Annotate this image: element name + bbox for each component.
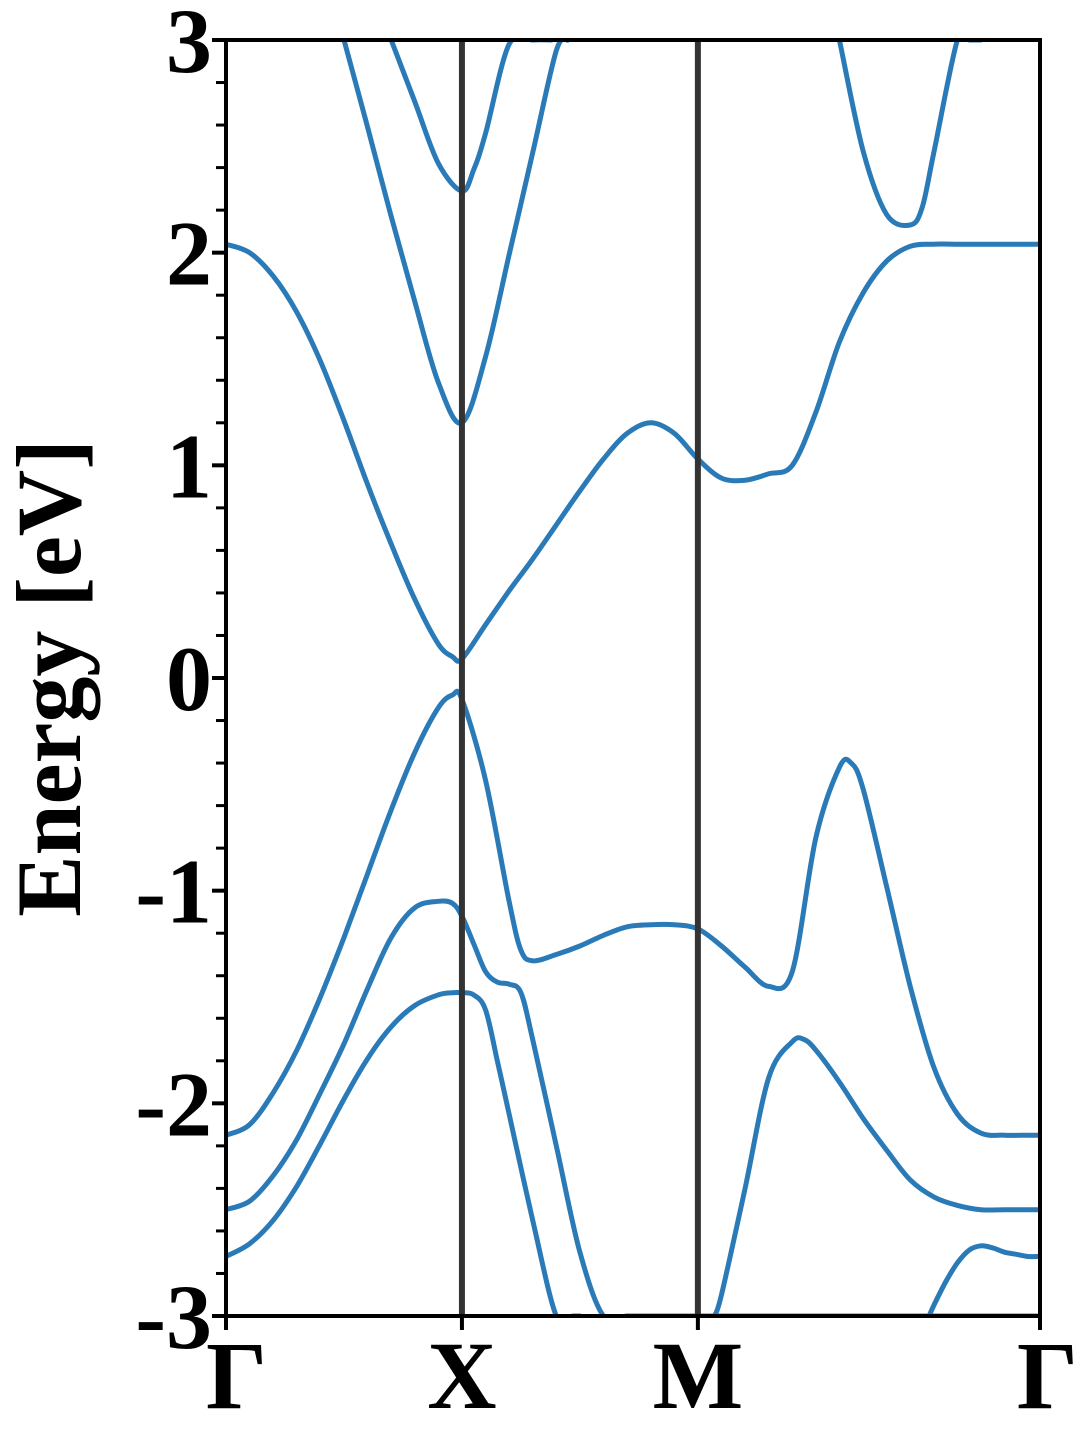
band-line-8 <box>711 1035 1040 1316</box>
high-symmetry-lines <box>458 40 701 1316</box>
x-tick-label: X <box>427 1322 496 1429</box>
y-tick-label: 2 <box>166 203 212 305</box>
plot-frame <box>224 38 1042 1318</box>
band-lines <box>226 40 1040 1316</box>
y-tick-label: -3 <box>135 1266 212 1368</box>
x-tick-label: M <box>653 1322 744 1429</box>
y-tick-label: 3 <box>166 0 212 92</box>
band-line-2 <box>341 40 571 426</box>
band-line-4 <box>836 40 984 229</box>
y-tick-label: -1 <box>135 841 212 943</box>
band-line-7 <box>226 989 583 1316</box>
y-axis-label: Energy [eV] <box>0 439 100 917</box>
y-axis-ticks: 3 2 1 0 -1 -2 -3 <box>135 0 226 1368</box>
y-tick-label: -2 <box>135 1053 212 1155</box>
x-tick-label: Γ <box>206 1322 267 1429</box>
band-line-9 <box>926 1243 1040 1316</box>
y-tick-label: 0 <box>166 628 212 730</box>
band-line-1 <box>226 241 1040 664</box>
band-line-3 <box>388 40 555 194</box>
band-line-5 <box>226 688 1040 1138</box>
y-tick-label: 1 <box>166 415 212 517</box>
band-line-6 <box>226 898 1040 1316</box>
x-tick-label: Γ <box>1017 1322 1078 1429</box>
